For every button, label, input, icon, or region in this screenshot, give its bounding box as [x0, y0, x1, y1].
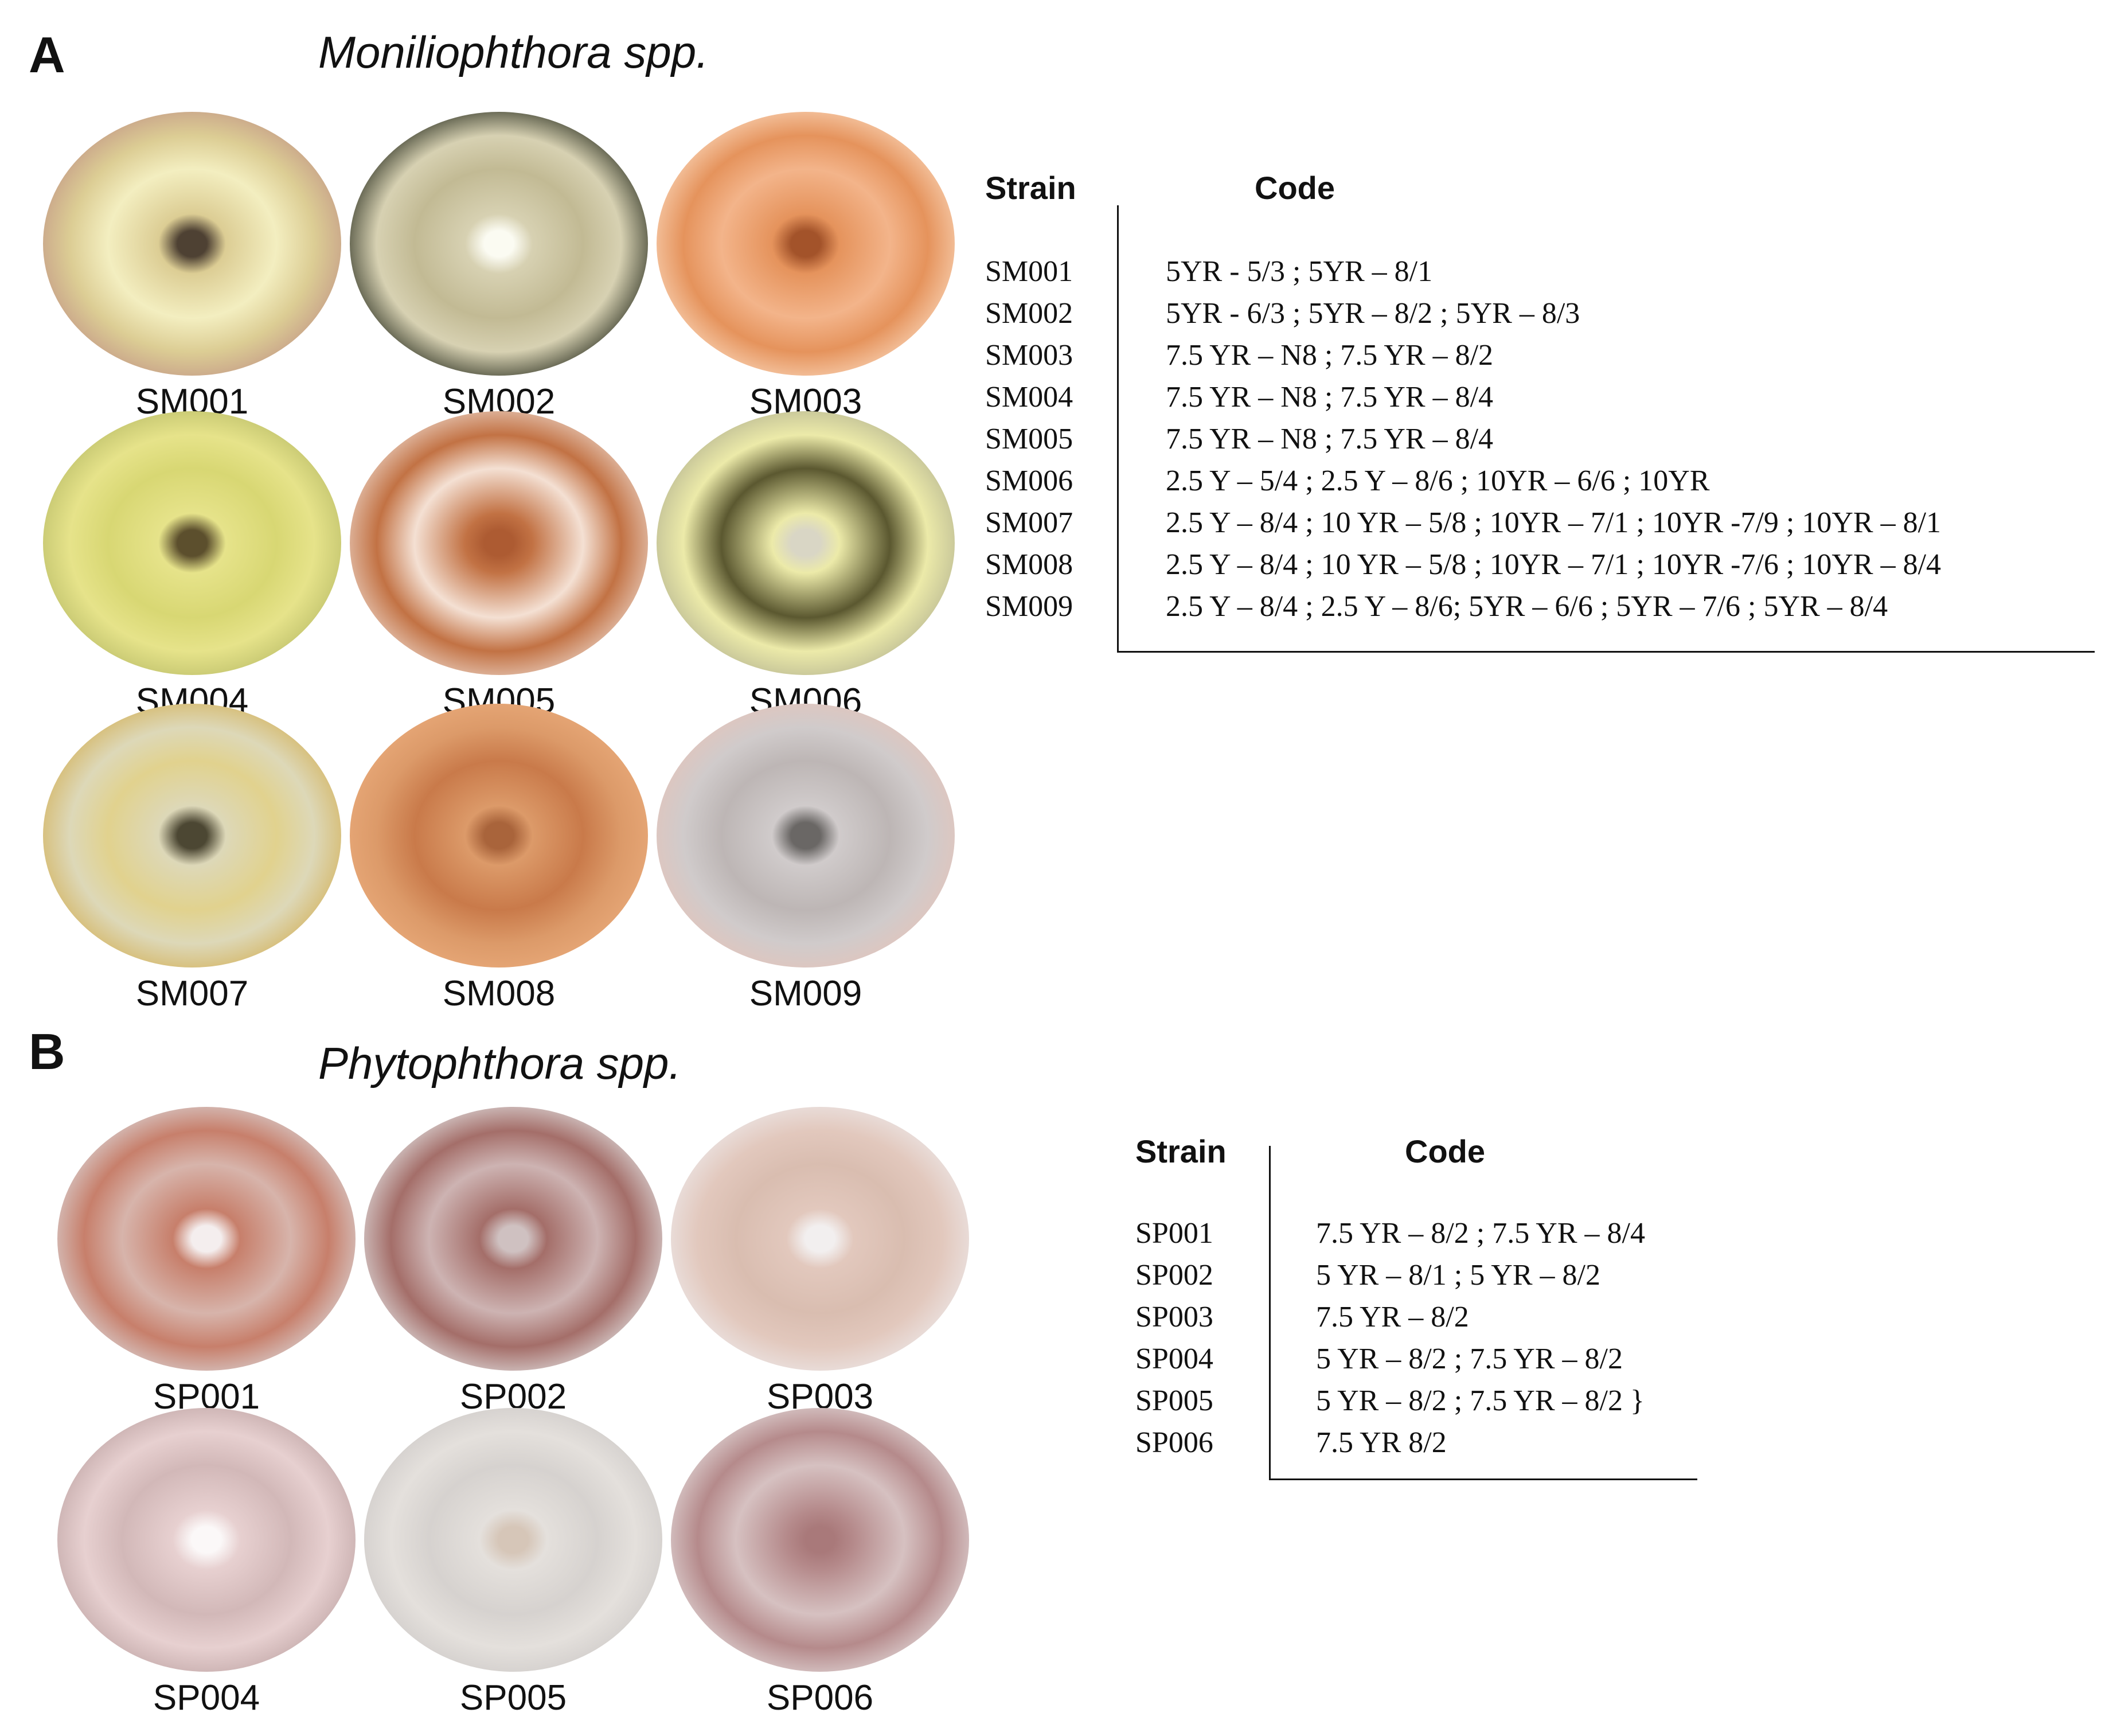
code-cell: 2.5 Y – 8/4 ; 10 YR – 5/8 ; 10YR – 7/1 ;… — [1166, 506, 1942, 539]
panel-b-title: Phytophthora spp. — [318, 1038, 682, 1089]
strain-cell: SP005 — [1135, 1384, 1213, 1417]
code-cell: 7.5 YR – N8 ; 7.5 YR – 8/4 — [1166, 381, 1494, 413]
strain-cell: SP004 — [1135, 1343, 1213, 1375]
culture-dish-image — [364, 1408, 662, 1672]
strain-column-header: Strain — [985, 170, 1076, 206]
strain-cell: SM008 — [985, 548, 1073, 581]
panel-b-letter: B — [29, 1023, 65, 1080]
code-cell: 2.5 Y – 8/4 ; 10 YR – 5/8 ; 10YR – 7/1 ;… — [1166, 548, 1942, 581]
strain-cell: SM009 — [985, 590, 1073, 623]
dish-label: SP004 — [153, 1678, 260, 1718]
strain-column-header: Strain — [1135, 1133, 1227, 1169]
strain-cell: SM003 — [985, 339, 1073, 372]
culture-dish-image — [671, 1107, 969, 1371]
table-vertical-rule — [1269, 1146, 1271, 1480]
culture-dish-image — [57, 1408, 356, 1672]
code-cell: 5 YR – 8/2 ; 7.5 YR – 8/2 — [1316, 1343, 1623, 1375]
strain-cell: SM005 — [985, 423, 1073, 455]
code-cell: 5YR - 5/3 ; 5YR – 8/1 — [1166, 255, 1433, 288]
strain-cell: SM004 — [985, 381, 1073, 413]
panel-a-title: Moniliophthora spp. — [318, 27, 709, 77]
dish-label: SM008 — [442, 974, 556, 1013]
code-cell: 7.5 YR – 8/2 — [1316, 1301, 1469, 1333]
code-cell: 5 YR – 8/1 ; 5 YR – 8/2 — [1316, 1259, 1600, 1292]
code-cell: 5YR - 6/3 ; 5YR – 8/2 ; 5YR – 8/3 — [1166, 297, 1580, 330]
code-cell: 2.5 Y – 5/4 ; 2.5 Y – 8/6 ; 10YR – 6/6 ;… — [1166, 465, 1710, 497]
culture-dish-image — [657, 411, 955, 675]
code-cell: 7.5 YR – N8 ; 7.5 YR – 8/4 — [1166, 423, 1494, 455]
strain-cell: SM002 — [985, 297, 1073, 330]
table-bottom-rule — [1117, 651, 2095, 653]
culture-dish-image — [350, 704, 648, 968]
panel-a-letter: A — [29, 26, 65, 83]
dish-label: SM007 — [135, 974, 249, 1013]
panel-a-color-table: Strain Code SM001 5YR - 5/3 ; 5YR – 8/1 SM… — [985, 166, 2098, 660]
table-bottom-rule-line — [1269, 1478, 1697, 1480]
code-cell: 7.5 YR – N8 ; 7.5 YR – 8/2 — [1166, 339, 1494, 372]
culture-dish-image — [43, 112, 341, 376]
culture-dish-image — [671, 1408, 969, 1672]
strain-cell: SM001 — [985, 255, 1073, 288]
culture-dish-image — [350, 411, 648, 675]
culture-dish-image — [43, 411, 341, 675]
strain-cell: SM007 — [985, 506, 1073, 539]
table-vertical-rule — [1117, 205, 1119, 652]
strain-cell: SP006 — [1135, 1426, 1213, 1459]
code-cell: 7.5 YR – 8/2 ; 7.5 YR – 8/4 — [1316, 1217, 1645, 1250]
panel-b-color-table: Strain Code SP001 7.5 YR – 8/2 ; 7.5 YR –… — [1135, 1130, 1720, 1508]
dish-label: SM009 — [749, 974, 862, 1013]
culture-dish-image — [57, 1107, 356, 1371]
code-cell: 7.5 YR 8/2 — [1316, 1426, 1447, 1459]
code-column-header: Code — [1405, 1133, 1485, 1169]
strain-cell: SP003 — [1135, 1301, 1213, 1333]
code-column-header: Code — [1255, 170, 1335, 206]
culture-dish-image — [657, 112, 955, 376]
culture-dish-image — [350, 112, 648, 376]
code-cell: 2.5 Y – 8/4 ; 2.5 Y – 8/6; 5YR – 6/6 ; 5… — [1166, 590, 1888, 623]
strain-cell: SP001 — [1135, 1217, 1213, 1250]
culture-dish-image — [364, 1107, 662, 1371]
culture-dish-image — [657, 704, 955, 968]
culture-dish-image — [43, 704, 341, 968]
strain-cell: SM006 — [985, 465, 1073, 497]
dish-label: SP005 — [459, 1678, 567, 1718]
strain-cell: SP002 — [1135, 1259, 1213, 1292]
dish-label: SP006 — [766, 1678, 874, 1718]
code-cell: 5 YR – 8/2 ; 7.5 YR – 8/2 } — [1316, 1384, 1645, 1417]
